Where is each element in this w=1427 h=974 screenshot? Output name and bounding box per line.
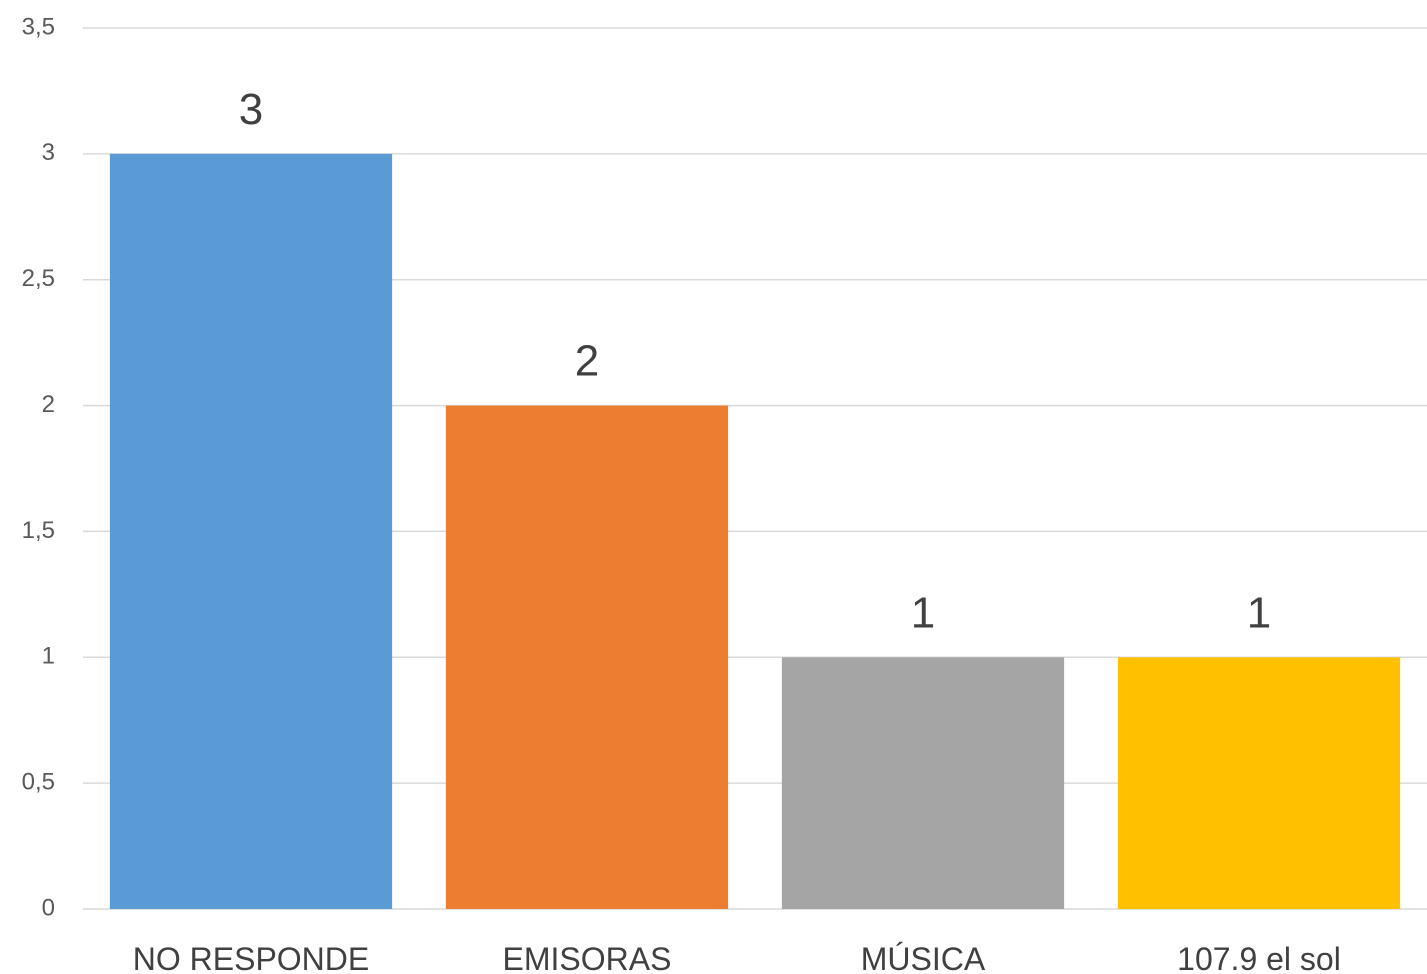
y-tick-label: 3,5 — [22, 13, 55, 40]
data-label: 1 — [1247, 588, 1271, 637]
data-label: 3 — [239, 85, 263, 134]
bars — [109, 153, 1401, 909]
data-label: 2 — [575, 337, 599, 386]
y-tick-label: 0 — [42, 894, 55, 921]
y-tick-label: 3 — [42, 139, 55, 166]
bar — [109, 153, 393, 909]
y-tick-label: 2 — [42, 391, 55, 418]
x-tick-label: 107.9 el sol — [1177, 941, 1341, 974]
x-axis-tick-labels: NO RESPONDE EMISORAS MÚSICA 107.9 el sol — [133, 941, 1341, 974]
y-tick-label: 1,5 — [22, 517, 55, 544]
y-axis-tick-labels: 0 0,5 1 1,5 2 2,5 3 3,5 — [22, 13, 55, 921]
y-tick-label: 2,5 — [22, 265, 55, 292]
data-label: 1 — [911, 588, 935, 637]
bar — [781, 657, 1065, 909]
y-tick-label: 1 — [42, 643, 55, 670]
x-tick-label: MÚSICA — [861, 941, 986, 974]
x-tick-label: EMISORAS — [503, 941, 672, 974]
x-tick-label: NO RESPONDE — [133, 941, 369, 974]
bar — [1117, 657, 1401, 909]
data-labels: 3 2 1 1 — [239, 85, 1271, 637]
y-tick-label: 0,5 — [22, 768, 55, 795]
bar — [445, 405, 729, 909]
